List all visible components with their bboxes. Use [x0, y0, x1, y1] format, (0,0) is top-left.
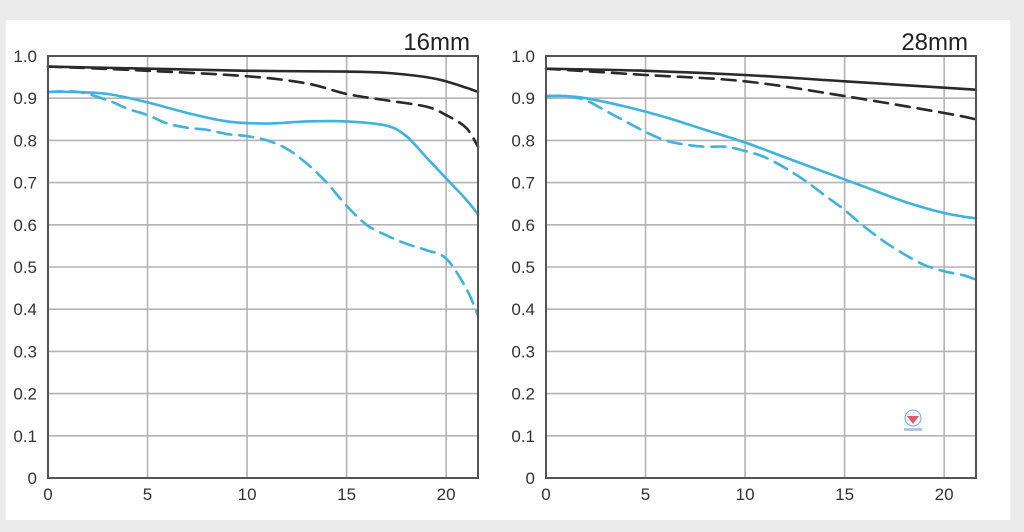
- y-tick-label: 0.3: [511, 342, 535, 361]
- x-tick-label: 0: [541, 485, 550, 504]
- y-tick-label: 0.7: [13, 174, 37, 193]
- x-tick-labels-16mm: 0 5 10 15 20: [43, 485, 455, 504]
- series-line-black-solid-16mm: [46, 65, 480, 94]
- series-line-black-solid-28mm: [544, 67, 978, 92]
- y-tick-label: 0.1: [13, 427, 37, 446]
- watermark-logo: [904, 409, 922, 431]
- series-16mm: [46, 65, 480, 317]
- series-line-black-dashed-16mm: [46, 65, 480, 149]
- series-line-blue-dashed-28mm: [544, 94, 978, 281]
- series-28mm: [544, 67, 978, 281]
- x-tick-label: 15: [337, 485, 356, 504]
- y-tick-label: 0.1: [511, 427, 535, 446]
- chart-title-16mm: 16mm: [403, 29, 470, 56]
- series-line-black-dashed-28mm: [544, 67, 978, 121]
- plot-frame-28mm: [545, 55, 977, 479]
- figure-panel: [6, 20, 1010, 520]
- x-tick-labels-28mm: 0 5 10 15 20: [541, 485, 953, 504]
- y-tick-label: 0.4: [511, 300, 535, 319]
- grid-28mm: [546, 56, 976, 478]
- y-tick-label: 0.9: [511, 89, 535, 108]
- x-tick-label: 10: [238, 485, 257, 504]
- y-tick-label: 0.7: [511, 174, 535, 193]
- x-tick-label: 5: [143, 485, 152, 504]
- plot-frame-16mm: [47, 55, 479, 479]
- y-tick-labels-28mm: 0 0.1 0.2 0.3 0.4 0.5 0.6 0.7 0.8 0.9 1.0: [511, 47, 535, 488]
- series-line-blue-dashed-16mm: [46, 89, 480, 317]
- x-tick-label: 0: [43, 485, 52, 504]
- x-tick-label: 20: [437, 485, 456, 504]
- y-tick-label: 0.3: [13, 342, 37, 361]
- y-tick-label: 0.5: [511, 258, 535, 277]
- chart-28mm: 0 0.1 0.2 0.3 0.4 0.5 0.6 0.7 0.8 0.9 1.0 0 5 10 15 20…: [511, 29, 978, 504]
- y-tick-labels-16mm: 0 0.1 0.2 0.3 0.4 0.5 0.6 0.7 0.8 0.9 1.0: [13, 47, 37, 488]
- x-tick-label: 15: [835, 485, 854, 504]
- grid-16mm: [48, 56, 478, 478]
- x-tick-label: 5: [641, 485, 650, 504]
- y-tick-label: 0.4: [13, 300, 37, 319]
- y-tick-label: 0.2: [13, 385, 37, 404]
- y-tick-label: 0.8: [13, 131, 37, 150]
- y-tick-label: 0.6: [511, 216, 535, 235]
- y-tick-label: 1.0: [511, 47, 535, 66]
- x-tick-label: 10: [736, 485, 755, 504]
- y-tick-label: 0.9: [13, 89, 37, 108]
- watermark-logo-text-mark: [904, 428, 922, 431]
- chart-16mm: 0 0.1 0.2 0.3 0.4 0.5 0.6 0.7 0.8 0.9 1.0 0 5 10 15 20…: [13, 29, 480, 504]
- y-tick-label: 0.8: [511, 131, 535, 150]
- y-tick-label: 1.0: [13, 47, 37, 66]
- watermark-logo-shape: [907, 416, 919, 424]
- y-tick-label: 0: [28, 469, 37, 488]
- series-line-blue-solid-28mm: [544, 94, 978, 220]
- x-tick-label: 20: [935, 485, 954, 504]
- y-tick-label: 0.5: [13, 258, 37, 277]
- y-tick-label: 0.6: [13, 216, 37, 235]
- chart-title-28mm: 28mm: [901, 29, 968, 56]
- series-line-blue-solid-16mm: [46, 90, 480, 216]
- y-tick-label: 0: [526, 469, 535, 488]
- y-tick-label: 0.2: [511, 385, 535, 404]
